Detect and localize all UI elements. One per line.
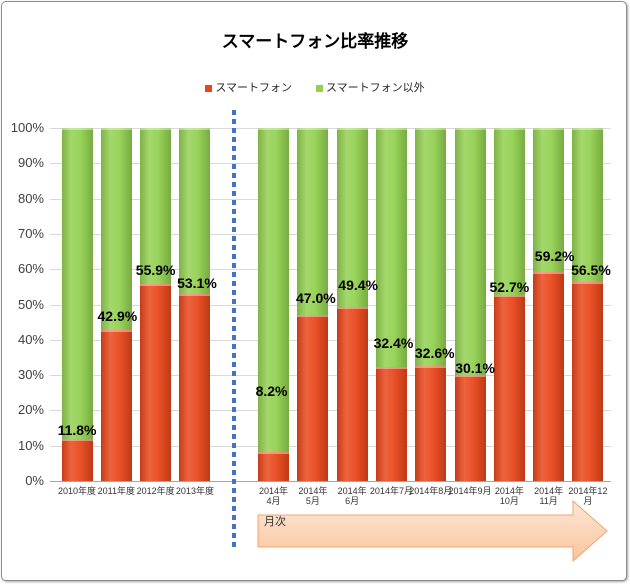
y-tick-label: 90% [17,155,44,171]
bar-smartphone-4 [258,452,290,481]
legend-swatch-other [316,84,323,92]
period-divider [232,110,236,548]
gridline [50,340,611,341]
monthly-arrow [257,499,608,563]
gridline [50,269,611,270]
gridline [50,305,611,306]
bar-other-9 [454,128,486,375]
bar-other-8 [415,128,447,366]
bar-smartphone-8 [415,365,447,481]
arrow-label: 月次 [264,516,286,528]
data-label: 32.4% [373,334,414,351]
bar-other-10 [493,128,525,295]
legend: スマートフォン スマートフォン以外 [0,80,630,96]
y-tick-label: 30% [17,367,44,383]
gridline [50,375,611,376]
bar-other-4 [258,128,290,453]
gridline [50,199,611,200]
data-label: 49.4% [338,276,378,293]
bar-smartphone-0 [61,439,93,481]
gridline [50,163,611,164]
x-tick-label: 2014年 5月 [298,486,328,506]
legend-item-other: スマートフォン以外 [316,80,425,96]
data-label: 59.2% [534,248,575,265]
y-tick-label: 60% [17,261,44,277]
arrow-shape [257,499,608,563]
bar-other-6 [336,128,368,307]
bar-smartphone-2 [140,283,172,481]
x-tick-label: 2011年度 [97,486,136,496]
data-label: 30.1% [455,359,495,376]
bar-other-0 [61,128,93,440]
legend-label-other: スマートフォン以外 [326,82,425,94]
x-tick-label: 2014年 11月 [534,486,564,506]
data-label: 8.2% [255,383,288,400]
bar-other-1 [100,128,132,330]
bar-smartphone-10 [493,294,525,481]
bar-other-11 [533,128,565,273]
data-label: 42.9% [97,307,138,324]
y-tick-label: 20% [17,402,44,418]
y-tick-label: 50% [17,296,44,312]
y-tick-label: 80% [17,190,44,206]
x-tick-label: 2014年 10月 [494,486,524,506]
gridline [50,446,611,447]
x-tick-label: 2014年 4月 [259,486,289,506]
y-tick-label: 0% [25,473,44,488]
x-tick-label: 2013年度 [175,486,214,496]
gridline [50,128,611,129]
chart-title: スマートフォン比率推移 [221,32,409,51]
bar-other-7 [375,128,407,367]
bar-other-2 [140,128,172,284]
x-tick-label: 2014年9月 [448,486,492,496]
gridline [50,234,611,235]
bar-smartphone-1 [100,329,132,481]
data-label: 56.5% [571,261,611,278]
legend-label-smartphone: スマートフォン [215,82,292,94]
gridline [50,481,611,482]
bar-smartphone-3 [179,293,211,481]
x-tick-label: 2012年度 [136,486,175,496]
data-label: 53.1% [177,274,217,291]
y-tick-label: 70% [17,225,44,241]
data-label: 11.8% [57,422,97,439]
bar-smartphone-5 [297,315,329,481]
bar-other-3 [179,128,211,294]
y-tick-label: 100% [10,120,44,135]
y-tick-label: 10% [17,437,44,453]
bar-other-5 [297,128,329,316]
bar-smartphone-9 [454,374,486,481]
x-tick-label: 2014年 6月 [337,486,367,506]
data-label: 55.9% [135,261,176,278]
bar-smartphone-7 [375,366,407,481]
data-label: 47.0% [295,290,336,307]
legend-swatch-smartphone [205,84,213,92]
x-tick-label: 2010年度 [58,486,97,496]
data-label: 52.7% [489,278,530,295]
bar-smartphone-6 [336,306,368,481]
bar-other-12 [572,128,604,282]
x-tick-label: 2014年12 月 [568,486,608,506]
data-label: 32.6% [414,344,455,361]
bar-smartphone-12 [572,281,604,481]
x-tick-label: 2014年7月 [369,486,413,496]
x-tick-label: 2014年8月 [409,486,453,496]
gridline [50,410,611,411]
legend-item-smartphone: スマートフォン [205,80,292,96]
y-tick-label: 40% [17,331,44,347]
bar-smartphone-11 [533,272,565,481]
